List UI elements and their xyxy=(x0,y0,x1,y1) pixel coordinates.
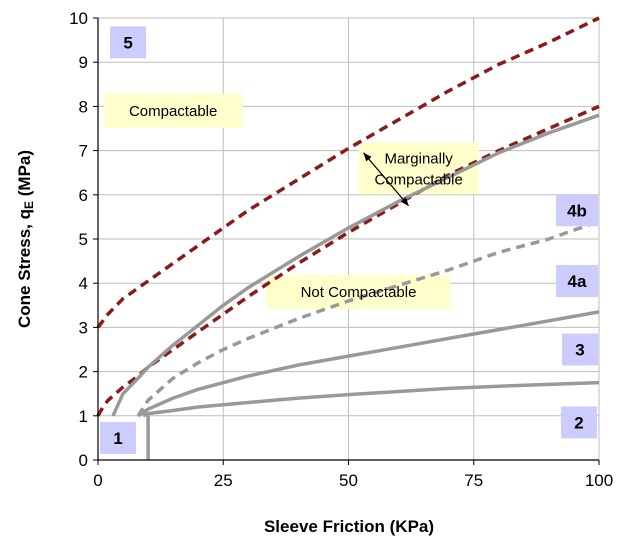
annotation-label: Marginally xyxy=(384,150,453,167)
series-line-1 xyxy=(96,16,600,329)
y-tick-label: 5 xyxy=(79,230,88,249)
y-tick-label: 1 xyxy=(79,407,88,426)
series-group xyxy=(96,16,600,460)
annotation-arrow xyxy=(363,152,410,207)
annotation-label: Compactable xyxy=(374,171,462,188)
y-tick-label: 0 xyxy=(79,451,88,470)
zone-box xyxy=(556,194,598,227)
x-tick-label: 75 xyxy=(464,471,483,490)
y-axis-title-unit: (MPa) xyxy=(15,150,34,201)
x-axis-title: Sleeve Friction (KPa) xyxy=(264,517,434,536)
zone-label: 1 xyxy=(113,429,122,448)
arrow-head xyxy=(400,197,409,206)
series-line-5 xyxy=(137,310,600,418)
y-axis-title: Cone Stress, qE (MPa) xyxy=(15,150,36,328)
zone-label: 4a xyxy=(568,272,587,291)
x-tick-label: 50 xyxy=(339,471,358,490)
series-line-4 xyxy=(136,219,600,417)
zone-box xyxy=(556,264,598,297)
zone-box xyxy=(562,333,598,366)
axes xyxy=(93,17,600,465)
y-tick-label: 7 xyxy=(79,142,88,161)
y-tick-label: 3 xyxy=(79,318,88,337)
annotation-box xyxy=(266,275,451,310)
zone-label: 5 xyxy=(123,33,132,52)
zone-labels: 5 4b 4a 3 2 1 xyxy=(100,26,598,454)
x-tick-label: 100 xyxy=(585,471,613,490)
zone-label: 3 xyxy=(575,341,584,360)
y-tick-label: 6 xyxy=(79,186,88,205)
y-tick-label: 4 xyxy=(79,274,88,293)
annotations: Compactable Not Compactable Marginally Comp… xyxy=(129,103,463,301)
annotation-label: Compactable xyxy=(129,103,217,120)
series-line-2 xyxy=(96,104,600,417)
annotation-label: Not Compactable xyxy=(301,284,417,301)
y-tick-label: 9 xyxy=(79,53,88,72)
zone-label: 4b xyxy=(567,201,587,220)
y-tick-label: 10 xyxy=(69,9,88,28)
zone-box xyxy=(110,26,147,59)
y-tick-label: 8 xyxy=(79,97,88,116)
zone-box xyxy=(560,406,597,439)
annotation-box xyxy=(103,93,243,128)
zone-label: 2 xyxy=(574,413,583,432)
y-axis-title-sub: E xyxy=(22,201,36,209)
x-tick-label: 25 xyxy=(214,471,233,490)
y-axis-title-main: Cone Stress, q xyxy=(15,209,34,328)
series-line-6 xyxy=(142,380,600,418)
series-line-3 xyxy=(111,113,600,417)
x-tick-label: 0 xyxy=(93,471,102,490)
arrow-head xyxy=(363,152,372,162)
y-tick-label: 2 xyxy=(79,363,88,382)
zone-box xyxy=(100,421,137,454)
